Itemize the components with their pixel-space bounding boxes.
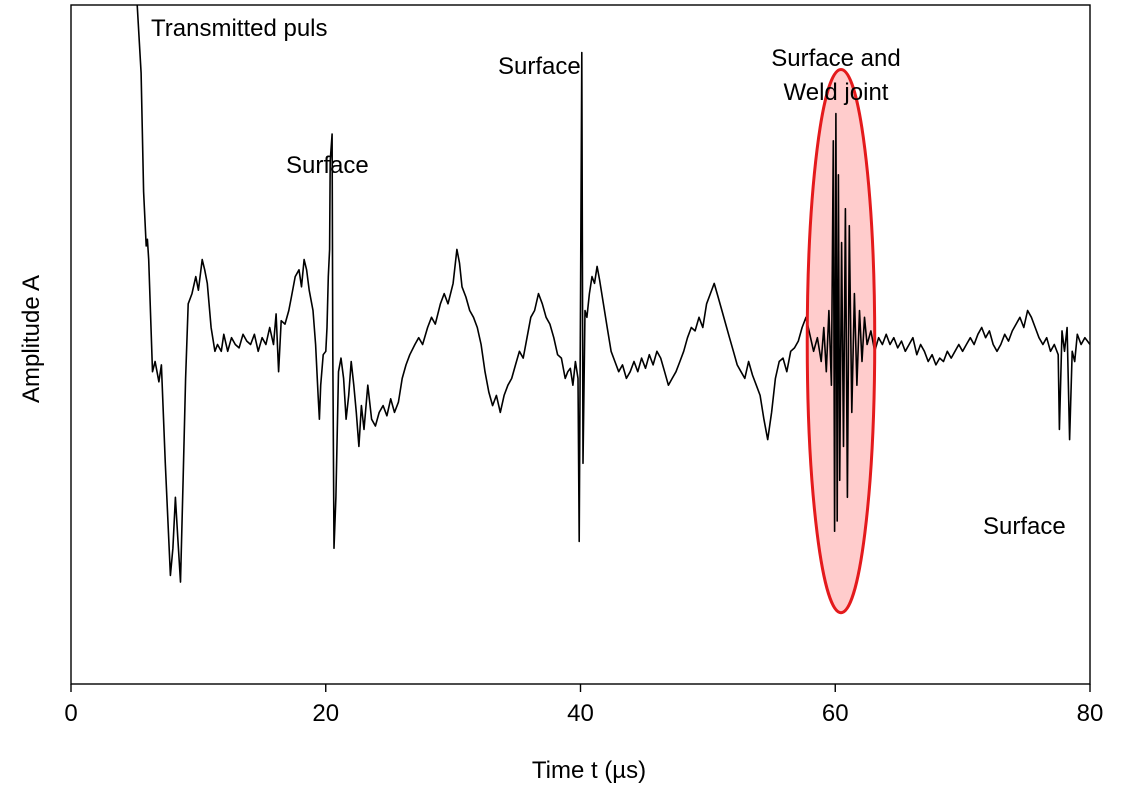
highlight-ellipse-outline xyxy=(805,68,877,615)
annotation-surface-40: Surface xyxy=(498,53,581,80)
x-tick-label-60: 60 xyxy=(822,700,849,727)
series-line-signal xyxy=(136,5,1090,583)
x-tick-label-40: 40 xyxy=(567,700,594,727)
annotation-weld-joint: Weld joint xyxy=(784,79,889,106)
plot-area: 0 20 40 60 80 xyxy=(64,4,1104,727)
annotation-surface-20: Surface xyxy=(286,152,369,179)
x-axis-label: Time t (µs) xyxy=(532,757,646,784)
x-tick-label-0: 0 xyxy=(64,700,77,727)
annotation-surface-78: Surface xyxy=(983,513,1066,540)
y-axis-label: Amplitude A xyxy=(18,275,45,403)
annotation-surface-and: Surface and xyxy=(771,45,900,72)
x-tick-label-20: 20 xyxy=(312,700,339,727)
annotation-transmitted-puls: Transmitted puls xyxy=(151,15,328,42)
x-tick-label-80: 80 xyxy=(1077,700,1104,727)
